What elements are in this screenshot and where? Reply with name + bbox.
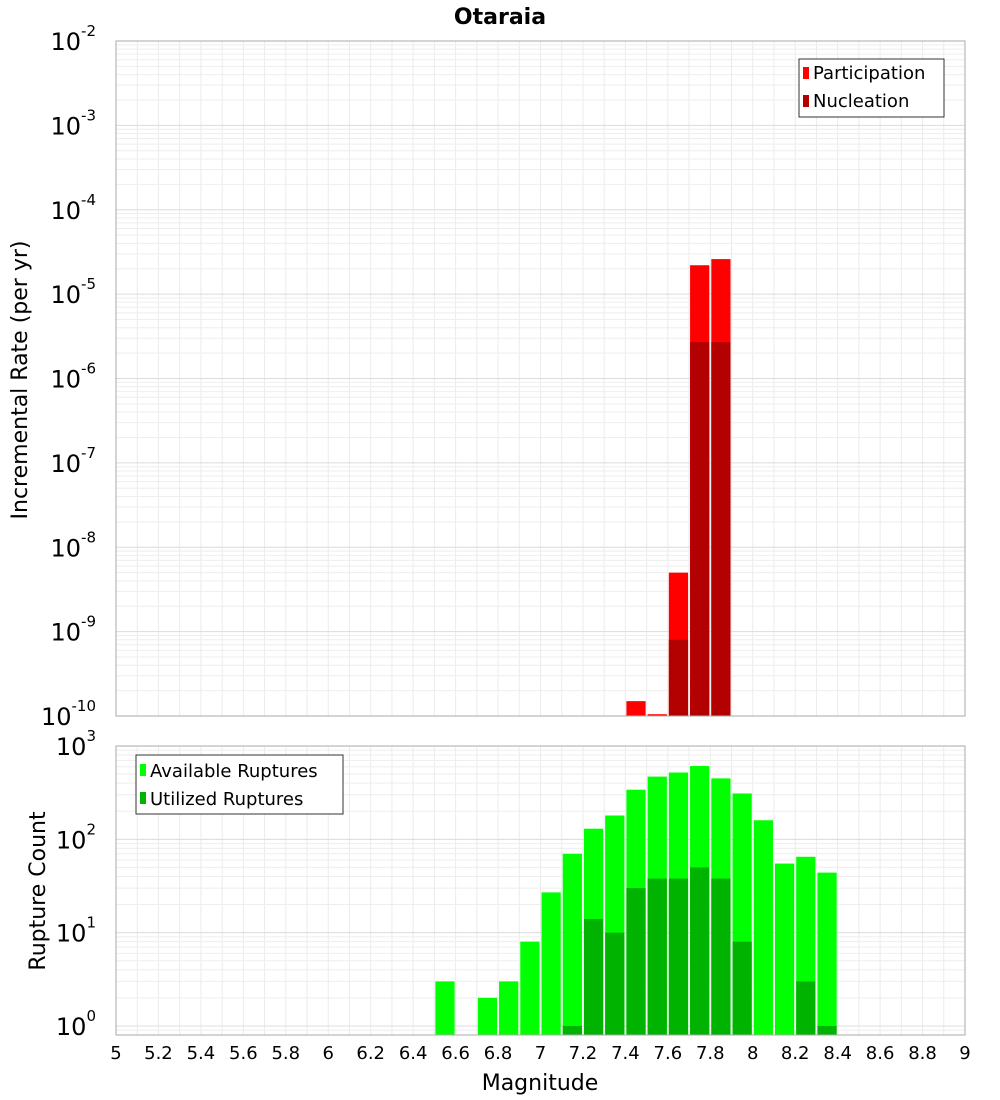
rate-bar-nucleation	[690, 342, 710, 716]
x-tick-label: 6.4	[399, 1043, 428, 1064]
rate-y-axis-label: Incremental Rate (per yr)	[8, 241, 33, 520]
y-tick-label: 10-9	[50, 613, 96, 647]
x-tick-label: 5.4	[187, 1043, 216, 1064]
x-tick-label: 5	[110, 1043, 121, 1064]
legend-swatch-nucleation	[803, 95, 809, 107]
count-legend-box	[135, 754, 344, 815]
count-bar-utilized-ruptures	[796, 981, 816, 1035]
count-x-tick-labels: 5 5.2 5.4 5.6 5.8 6 6.2 6.4 6.6 6.8 7 7.2 7.4 7.6 7.8 8…	[110, 1043, 970, 1064]
rate-panel: 10-2 10-3 10-4 10-5 10-6 10-7 10-8 10-9 10-10 In…	[8, 22, 966, 731]
count-bar-available-ruptures	[562, 853, 582, 1035]
count-bar-utilized-ruptures	[711, 878, 731, 1035]
x-tick-label: 8.8	[908, 1043, 937, 1064]
count-bar-utilized-ruptures	[605, 932, 625, 1035]
legend-label-participation: Participation	[813, 63, 925, 84]
count-bar-utilized-ruptures	[817, 1025, 837, 1035]
x-tick-label: 5.6	[229, 1043, 258, 1064]
x-tick-label: 8.2	[781, 1043, 810, 1064]
count-bar-utilized-ruptures	[732, 941, 752, 1035]
y-tick-label: 10-7	[50, 444, 96, 478]
legend-label-available: Available Ruptures	[150, 761, 318, 782]
count-bar-utilized-ruptures	[583, 919, 604, 1035]
count-y-axis-label: Rupture Count	[26, 811, 51, 971]
x-tick-label: 6.2	[356, 1043, 385, 1064]
count-panel: 103 102 101 100 5 5.2 5.4 5.6 5.8 6 6.2 6.4 6.6 6.8 7…	[26, 727, 971, 1096]
y-tick-label: 10-10	[41, 697, 96, 731]
x-tick-label: 8.6	[866, 1043, 895, 1064]
count-bar-available-ruptures	[520, 941, 540, 1035]
y-tick-label: 10-4	[50, 191, 96, 225]
count-bar-available-ruptures	[541, 892, 561, 1035]
x-tick-label: 8.4	[823, 1043, 852, 1064]
rate-legend-box	[798, 58, 945, 118]
chart-title: Otaraia	[454, 5, 546, 30]
x-tick-label: 7.2	[569, 1043, 598, 1064]
count-bar-utilized-ruptures	[626, 888, 646, 1035]
x-tick-label: 5.2	[144, 1043, 173, 1064]
count-legend: Available Ruptures Utilized Ruptures	[135, 754, 344, 815]
x-tick-label: 5.8	[271, 1043, 300, 1064]
rate-bar-nucleation	[711, 342, 731, 716]
rate-bar-participation	[647, 714, 667, 716]
rate-legend: Participation Nucleation	[798, 58, 945, 118]
count-bar-utilized-ruptures	[647, 878, 667, 1035]
count-bar-utilized-ruptures	[562, 1025, 582, 1035]
rate-y-tick-labels: 10-2 10-3 10-4 10-5 10-6 10-7 10-8 10-9 10-10	[41, 22, 96, 731]
count-plot-frame	[115, 745, 966, 1036]
y-tick-label: 10-5	[50, 275, 96, 309]
legend-label-utilized: Utilized Ruptures	[150, 789, 303, 810]
y-tick-label: 100	[56, 1007, 96, 1041]
y-tick-label: 10-2	[50, 22, 96, 56]
count-bar-available-ruptures	[817, 872, 837, 1035]
x-tick-label: 9	[959, 1043, 970, 1064]
x-axis-label: Magnitude	[482, 1071, 599, 1096]
x-tick-label: 7.6	[654, 1043, 683, 1064]
x-tick-label: 7.8	[696, 1043, 725, 1064]
count-y-tick-labels: 103 102 101 100	[56, 727, 96, 1041]
rate-bars	[626, 259, 731, 716]
count-bar-available-ruptures	[753, 820, 773, 1035]
x-tick-label: 7.4	[611, 1043, 640, 1064]
legend-swatch-utilized	[140, 792, 146, 804]
count-bar-available-ruptures	[477, 997, 498, 1035]
legend-swatch-participation	[803, 67, 809, 79]
x-tick-label: 6.6	[441, 1043, 470, 1064]
rate-bar-participation	[626, 701, 646, 716]
count-bar-utilized-ruptures	[668, 878, 689, 1035]
x-tick-label: 7	[535, 1043, 546, 1064]
y-tick-label: 10-8	[50, 528, 96, 562]
legend-label-nucleation: Nucleation	[813, 91, 909, 112]
y-tick-label: 101	[56, 914, 96, 948]
x-tick-label: 6.8	[484, 1043, 513, 1064]
y-tick-label: 102	[56, 820, 96, 854]
x-tick-label: 6	[323, 1043, 334, 1064]
y-tick-label: 10-6	[50, 360, 96, 394]
y-tick-label: 103	[56, 727, 96, 761]
rate-bar-nucleation	[668, 639, 689, 716]
count-bar-utilized-ruptures	[690, 867, 710, 1035]
count-bar-available-ruptures	[435, 981, 455, 1035]
rate-gridlines	[116, 41, 965, 717]
rate-plot-frame	[115, 40, 966, 717]
y-tick-label: 10-3	[50, 106, 96, 140]
count-bar-available-ruptures	[499, 981, 519, 1035]
legend-swatch-available	[140, 764, 146, 776]
x-tick-label: 8	[747, 1043, 758, 1064]
count-bars	[435, 766, 837, 1035]
count-bar-available-ruptures	[774, 863, 795, 1035]
